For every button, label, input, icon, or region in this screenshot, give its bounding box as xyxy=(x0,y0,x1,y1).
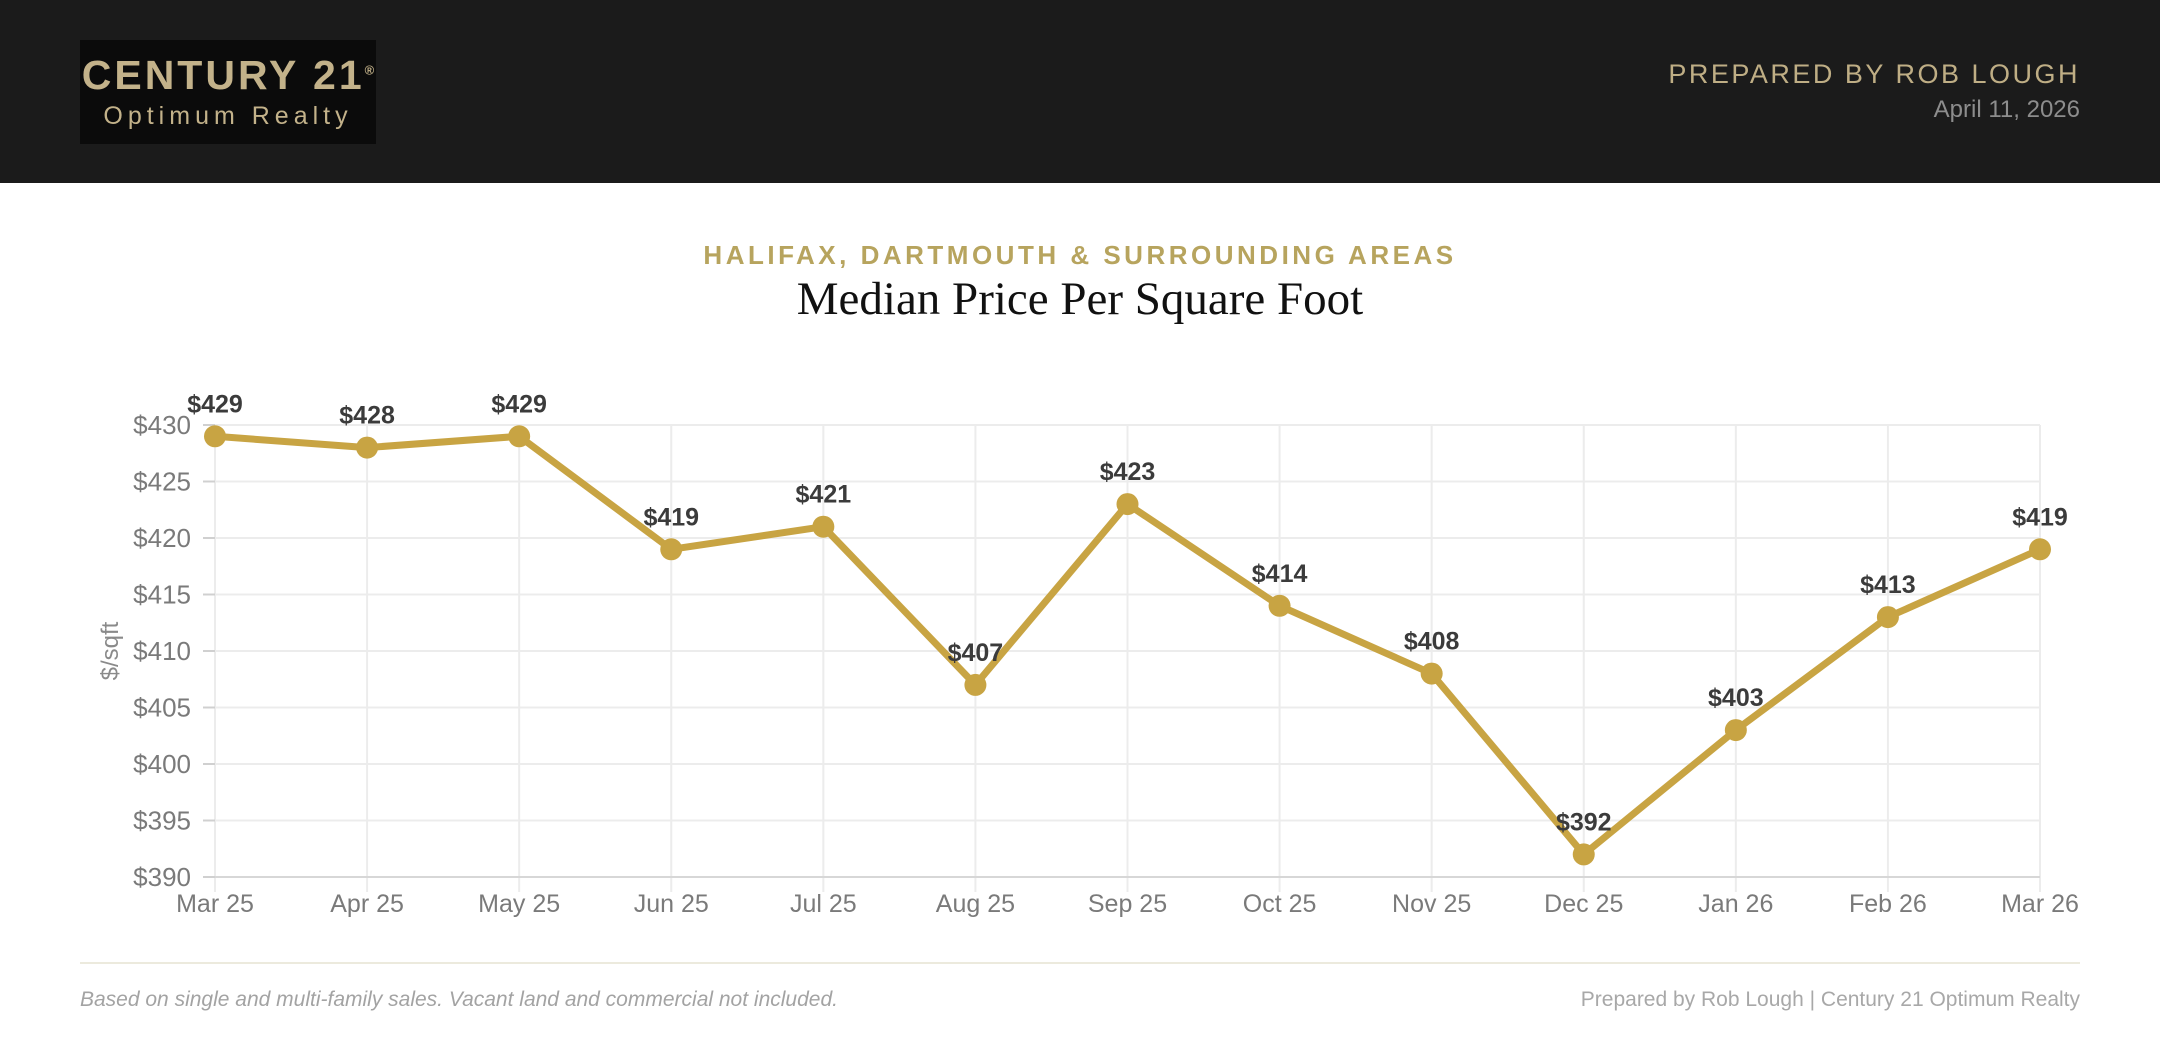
prepared-by-label: PREPARED BY ROB LOUGH xyxy=(1668,58,2080,89)
data-point xyxy=(356,436,379,459)
data-point-label: $414 xyxy=(1252,560,1308,588)
x-tick-label: May 25 xyxy=(478,890,560,918)
x-tick-label: Mar 25 xyxy=(176,890,254,918)
y-tick-label: $410 xyxy=(133,636,191,666)
data-point-label: $421 xyxy=(796,481,852,509)
data-point xyxy=(660,538,683,561)
data-point xyxy=(1116,493,1139,516)
y-tick-label: $390 xyxy=(133,862,191,892)
region-subtitle: HALIFAX, DARTMOUTH & SURROUNDING AREAS xyxy=(703,240,1457,270)
header-right-block: PREPARED BY ROB LOUGH April 11, 2026 xyxy=(1668,58,2080,125)
y-tick-label: $395 xyxy=(133,806,191,836)
footer-credit: Prepared by Rob Lough | Century 21 Optim… xyxy=(1580,988,2080,1011)
x-tick-label: Jun 25 xyxy=(634,890,709,918)
x-tick-label: Feb 26 xyxy=(1849,890,1927,918)
data-point xyxy=(1268,594,1291,617)
data-point-label: $419 xyxy=(2012,503,2068,531)
price-line-chart: $390 $395 $400 $405 $410 $415 $420 $425 $430 Mar … xyxy=(97,390,2079,918)
y-tick-label: $415 xyxy=(133,580,191,610)
x-tick-label: Jul 25 xyxy=(790,890,857,918)
footer-disclaimer: Based on single and multi-family sales. … xyxy=(80,988,838,1011)
data-point xyxy=(1420,662,1443,685)
report-date: April 11, 2026 xyxy=(1933,96,2080,124)
data-point xyxy=(204,425,226,448)
data-point-label: $429 xyxy=(491,390,547,418)
data-point xyxy=(964,673,987,696)
data-point xyxy=(2029,538,2051,561)
footer: Based on single and multi-family sales. … xyxy=(80,988,2080,1012)
x-tick-label: Jan 26 xyxy=(1698,890,1773,918)
y-axis-title: $/sqft xyxy=(97,621,124,680)
y-tick-label: $425 xyxy=(133,467,191,497)
logo-brand-name: CENTURY 21 xyxy=(81,51,365,98)
x-tick-label: Dec 25 xyxy=(1544,890,1623,918)
data-point xyxy=(1876,606,1899,629)
data-point-label: $392 xyxy=(1556,808,1612,836)
data-point xyxy=(1724,719,1747,742)
x-tick-label: Sep 25 xyxy=(1088,890,1167,918)
x-tick-label: Nov 25 xyxy=(1392,890,1471,918)
footer-divider xyxy=(80,962,2080,964)
x-tick-label: Aug 25 xyxy=(936,890,1015,918)
y-tick-label: $400 xyxy=(133,749,191,779)
header-bar: CENTURY 21® Optimum Realty PREPARED BY R… xyxy=(0,0,2160,183)
page-title: Median Price Per Square Foot xyxy=(796,273,1364,325)
y-tick-label: $405 xyxy=(133,693,191,723)
registered-mark: ® xyxy=(364,61,375,77)
y-tick-label: $430 xyxy=(133,410,191,440)
logo-brand-text: CENTURY 21® xyxy=(81,51,375,98)
data-point-label: $429 xyxy=(187,390,243,418)
century21-logo: CENTURY 21® Optimum Realty xyxy=(80,39,376,144)
data-point-label: $423 xyxy=(1100,458,1156,486)
chart-container: $390 $395 $400 $405 $410 $415 $420 $425 $430 Mar … xyxy=(0,380,2160,920)
data-point-label: $428 xyxy=(339,402,395,430)
data-point xyxy=(1572,843,1595,866)
data-point-label: $419 xyxy=(643,503,699,531)
data-point xyxy=(508,425,531,448)
data-point-label: $408 xyxy=(1404,628,1460,656)
data-point-label: $403 xyxy=(1708,684,1764,712)
data-point-label: $407 xyxy=(948,639,1004,667)
data-point-label: $413 xyxy=(1860,571,1916,599)
y-tick-label: $420 xyxy=(133,523,191,553)
logo-sub-text: Optimum Realty xyxy=(103,101,353,130)
x-tick-label: Apr 25 xyxy=(330,890,404,918)
data-point xyxy=(812,515,835,538)
x-tick-label: Mar 26 xyxy=(2001,890,2079,918)
x-tick-label: Oct 25 xyxy=(1243,890,1317,918)
